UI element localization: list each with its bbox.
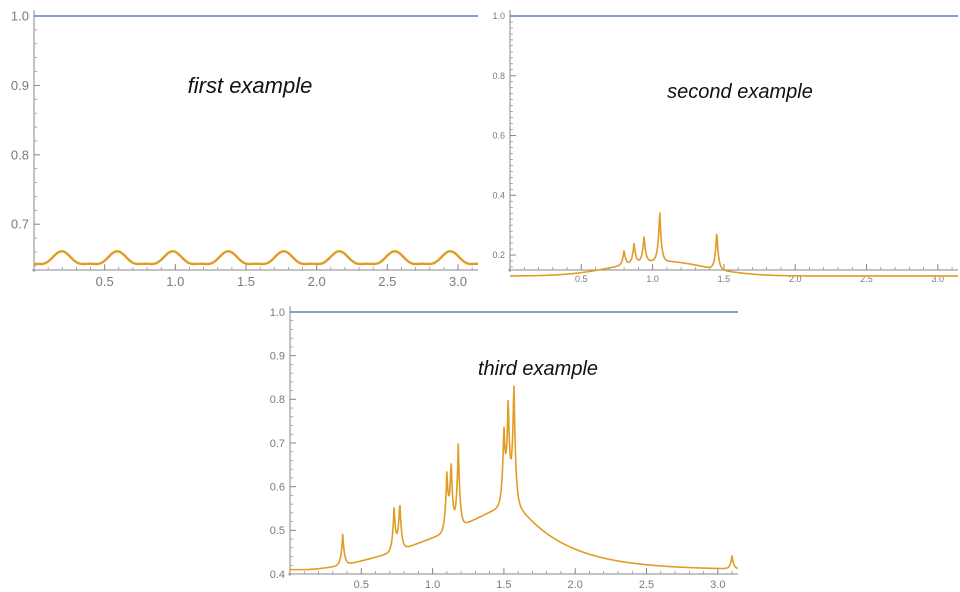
x-tick-label: 2.0	[308, 274, 326, 289]
y-tick-label: 0.5	[270, 525, 285, 537]
series-line-2	[509, 212, 959, 277]
x-tick-label: 2.5	[639, 579, 654, 591]
x-tick-label: 1.0	[425, 579, 440, 591]
x-tick-label: 2.5	[378, 274, 396, 289]
series-line-2	[289, 385, 739, 571]
chart-annotation: first example	[188, 73, 313, 98]
y-tick-label: 0.8	[270, 394, 285, 406]
y-tick-label: 1.0	[492, 11, 505, 21]
y-tick-label: 0.7	[270, 438, 285, 450]
chart-1: 0.7 0.8 0.9 1.0 0.5 1.0 1.5 2.0 2.5 3.0 first exam…	[11, 9, 479, 289]
y-tick-label: 0.7	[11, 217, 29, 232]
x-tick-label: 2.0	[789, 274, 802, 284]
x-tick-label: 3.0	[932, 274, 945, 284]
chart-3: 0.4 0.5 0.6 0.7 0.8 0.9 1.0 0.5 1.0 1.5 2.0 2.5 3.0 t…	[270, 306, 739, 591]
chart-2: 0.2 0.4 0.6 0.8 1.0 0.5 1.0 1.5 2.0 2.5 3.0 second …	[492, 10, 959, 284]
x-tick-label: 1.0	[646, 274, 659, 284]
x-tick-label: 1.5	[237, 274, 255, 289]
y-tick-label: 0.8	[492, 71, 505, 81]
y-tick-label: 0.6	[270, 482, 285, 494]
chart-annotation: second example	[667, 81, 813, 103]
x-tick-label: 1.5	[718, 274, 731, 284]
x-tick-label: 1.0	[166, 274, 184, 289]
y-tick-label: 0.6	[492, 131, 505, 141]
y-tick-label: 1.0	[270, 307, 285, 319]
x-tick-label: 2.0	[568, 579, 583, 591]
y-tick-label: 0.9	[270, 351, 285, 363]
y-tick-label: 0.2	[492, 250, 505, 260]
x-tick-label: 1.5	[496, 579, 511, 591]
y-tick-label: 1.0	[11, 9, 29, 24]
x-tick-label: 0.5	[96, 274, 114, 289]
x-tick-label: 3.0	[449, 274, 467, 289]
series-line-2	[33, 250, 479, 266]
x-tick-label: 0.5	[354, 579, 369, 591]
y-tick-label: 0.9	[11, 78, 29, 93]
chart-annotation: third example	[478, 358, 598, 380]
x-tick-label: 0.5	[575, 274, 588, 284]
y-tick-label: 0.4	[492, 190, 505, 200]
y-tick-label: 0.8	[11, 147, 29, 162]
x-tick-label: 2.5	[860, 274, 873, 284]
x-tick-label: 3.0	[710, 579, 725, 591]
y-tick-label: 0.4	[270, 569, 285, 581]
